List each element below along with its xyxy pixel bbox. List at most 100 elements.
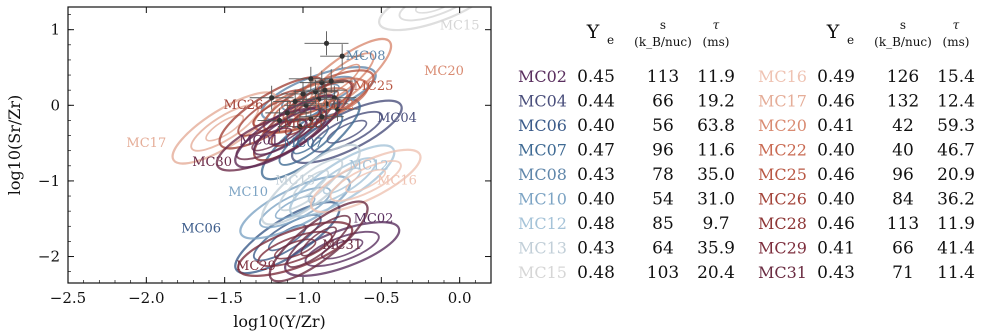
row-tau: 36.2 [937,190,975,210]
contour-MC16 [309,148,422,214]
x-tick-label: −2.5 [50,289,86,307]
row-name-MC28: MC28 [758,214,807,233]
contour-MC06 [234,200,341,275]
row-s: 113 [887,214,919,234]
row-ye: 0.46 [817,214,855,234]
x-axis-title: log10(Y/Zr) [233,312,326,331]
header-ye-sub: e [847,33,854,47]
row-name-MC15: MC15 [518,263,567,282]
row-ye: 0.45 [577,67,615,87]
row-name-MC17: MC17 [758,92,807,111]
row-ye: 0.40 [577,116,615,136]
x-tick-label: −1.5 [206,289,242,307]
row-s: 126 [887,67,919,87]
row-name-MC10: MC10 [518,190,567,209]
row-ye: 0.40 [577,190,615,210]
row-name-MC22: MC22 [758,141,807,160]
header-s: s [900,18,906,32]
row-ye: 0.44 [577,92,615,112]
model-label-layer: MC02 MC04 MC06 MC07 MC08 MC10 MC12 MC13 MC15 MC16… [126,19,479,274]
model-label-MC22: MC22 [314,98,354,113]
row-name-MC25: MC25 [758,165,807,184]
model-label-MC07: MC07 [283,136,323,151]
contour-MC15 [398,7,474,22]
contour-MC29 [273,238,317,260]
contour-MC20 [292,37,393,120]
row-name-MC06: MC06 [518,116,567,135]
contour-MC20 [309,52,375,106]
contour-MC01 [234,95,341,169]
model-label-MC28: MC28 [283,117,323,132]
header-tau-unit: (ms) [703,35,730,49]
contour-MC13 [292,169,330,200]
row-s: 132 [887,92,919,112]
contour-MC17 [171,91,278,165]
model-label-MC31: MC31 [322,238,362,253]
row-s: 113 [647,67,679,87]
contour-MC15 [414,7,458,14]
model-label-MC06: MC06 [181,221,221,236]
row-ye: 0.48 [577,214,615,234]
row-name-MC08: MC08 [518,165,567,184]
row-tau: 59.3 [937,116,975,136]
observation-point [323,40,330,46]
row-ye: 0.40 [817,141,855,161]
observation-point [319,114,325,120]
row-s: 42 [892,116,914,136]
row-s: 66 [892,239,914,259]
observation-point [276,117,283,124]
row-s: 64 [652,239,674,259]
model-label-MC25: MC25 [354,79,394,94]
row-s: 71 [892,263,914,283]
contour-MC31 [268,200,369,283]
row-s: 96 [652,141,674,161]
row-ye: 0.46 [817,92,855,112]
row-ye: 0.49 [817,67,855,87]
contour-MC15 [378,7,491,32]
model-label-MC15: MC15 [440,19,480,34]
row-ye: 0.48 [577,263,615,283]
model-label-MC02: MC02 [354,212,394,227]
contour-layer [171,7,491,283]
model-label-MC16: MC16 [377,174,417,189]
header-tau: τ [953,18,960,32]
row-ye: 0.47 [577,141,615,161]
x-tick-label: −2.0 [128,289,164,307]
contour-MC30 [251,127,293,152]
observation-point [308,116,314,122]
observation-point [316,96,322,102]
row-ye: 0.46 [817,165,855,185]
row-tau: 46.7 [937,141,975,161]
observation-point [339,53,345,59]
row-s: 78 [652,165,674,185]
tick-layer: −2.5 −2.0 −1.5 −1.0 −0.5 0.0 −2 −1 0 1 [38,7,491,307]
row-s: 103 [647,263,679,283]
model-label-MC01: MC01 [239,134,279,149]
header-ye: Y [586,21,600,43]
row-tau: 11.9 [937,214,975,234]
row-tau: 15.4 [937,67,975,87]
row-ye: 0.43 [817,263,855,283]
contour-MC07 [292,124,330,155]
row-s: 85 [652,214,674,234]
contour-MC04 [290,99,403,165]
row-name-MC20: MC20 [758,116,807,135]
model-label-MC17: MC17 [126,136,166,151]
contour-MC13 [278,158,344,212]
observation-point [284,110,290,116]
row-tau: 20.9 [937,165,975,185]
x-tick-label: −0.5 [363,289,399,307]
header-tau: τ [713,18,720,32]
row-s: 96 [892,165,914,185]
row-ye: 0.43 [577,239,615,259]
row-tau: 35.9 [697,239,735,259]
x-tick-label: −1.0 [285,289,321,307]
row-name-MC13: MC13 [518,239,567,258]
contour-MC16 [345,168,387,193]
header-ye: Y [826,21,840,43]
row-tau: 35.0 [697,165,735,185]
model-label-MC12: MC12 [349,159,389,174]
y-axis-title: log10(Sr/Zr) [5,95,24,196]
